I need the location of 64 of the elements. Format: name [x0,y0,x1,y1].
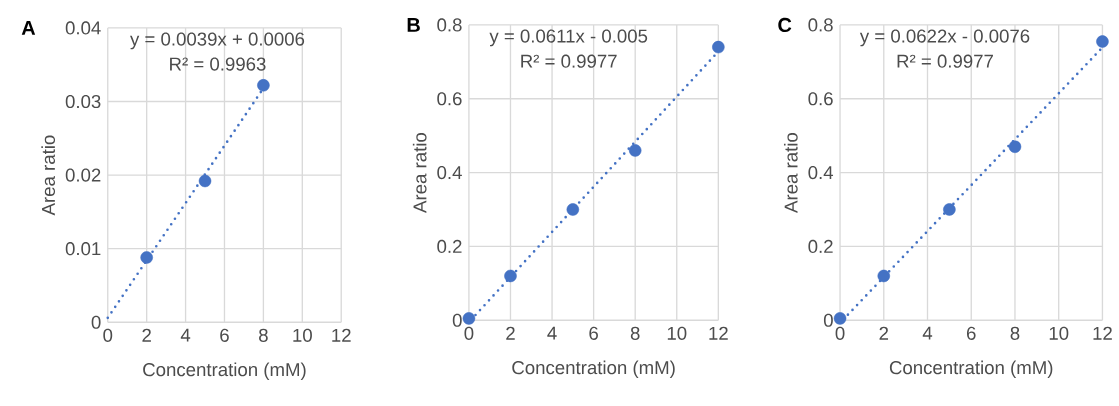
x-tick-label: 4 [180,328,191,342]
y-tick-label: 0.4 [437,165,462,180]
annotation: R² = 0.9963 [170,57,266,71]
point [712,40,725,54]
point [943,203,956,216]
point [877,269,891,283]
y-axis-title: Area ratio [412,133,427,213]
chart-title: A [21,21,36,35]
annotation: R² = 0.9977 [521,54,617,68]
chart-title: B [407,18,420,32]
point [198,174,212,188]
point [1096,35,1109,48]
point [628,144,642,157]
x-tick-label: 6 [967,326,976,340]
y-axis-title: Area ratio [41,135,56,216]
y-axis-title: Area ratio [783,133,798,213]
x-tick-label: 0 [835,326,845,340]
y-tick-label: 0 [91,315,101,329]
x-axis-title: Concentration (mM) [512,360,675,378]
x-tick-label: 8 [630,326,640,340]
x-tick-label: 10 [293,328,312,342]
x-tick-label: 0 [103,328,113,342]
x-tick-label: 8 [259,328,268,342]
y-tick-label: 0.2 [437,239,462,253]
x-axis-title: Concentration (mM) [143,362,306,380]
annotation: R² = 0.9977 [897,54,993,68]
y-tick-label: 0.4 [808,165,834,180]
annotation: y = 0.0622x - 0.0076 [859,29,1030,47]
y-tick-label: 0 [452,313,462,327]
y-tick-label: 0.04 [65,21,101,35]
x-tick-label: 4 [922,326,933,340]
y-tick-label: 0.02 [65,168,101,182]
y-tick-label: 0.6 [808,92,833,106]
y-tick-label: 0.8 [437,18,462,32]
y-tick-label: 0.2 [808,239,833,253]
chart-title: C [778,17,792,32]
y-tick-label: 0.01 [65,242,101,256]
x-tick-label: 12 [1093,326,1112,340]
y-tick-label: 0.6 [437,92,462,106]
x-tick-label: 6 [220,328,229,342]
annotation: y = 0.0611x - 0.005 [489,29,648,47]
x-tick-label: 8 [1010,326,1020,340]
x-tick-label: 12 [709,326,728,340]
y-tick-label: 0.8 [808,18,833,32]
x-tick-label: 2 [506,326,515,340]
y-tick-label: 0 [823,313,833,327]
x-tick-label: 4 [547,326,557,340]
point [1008,140,1022,153]
point [833,312,847,325]
x-axis-title: Concentration (mM) [889,360,1053,378]
y-tick-label: 0.03 [65,94,101,109]
x-tick-label: 10 [1049,326,1069,340]
x-tick-label: 10 [667,326,687,340]
point [140,251,153,264]
annotation: y = 0.0039x + 0.0006 [130,32,305,50]
x-tick-label: 6 [589,326,598,340]
point [504,269,517,283]
point [462,312,476,325]
x-tick-label: 2 [142,328,151,342]
x-tick-label: 12 [332,328,351,342]
x-tick-label: 2 [879,326,889,340]
point [566,203,580,216]
point [257,79,270,92]
x-tick-label: 0 [464,326,474,340]
